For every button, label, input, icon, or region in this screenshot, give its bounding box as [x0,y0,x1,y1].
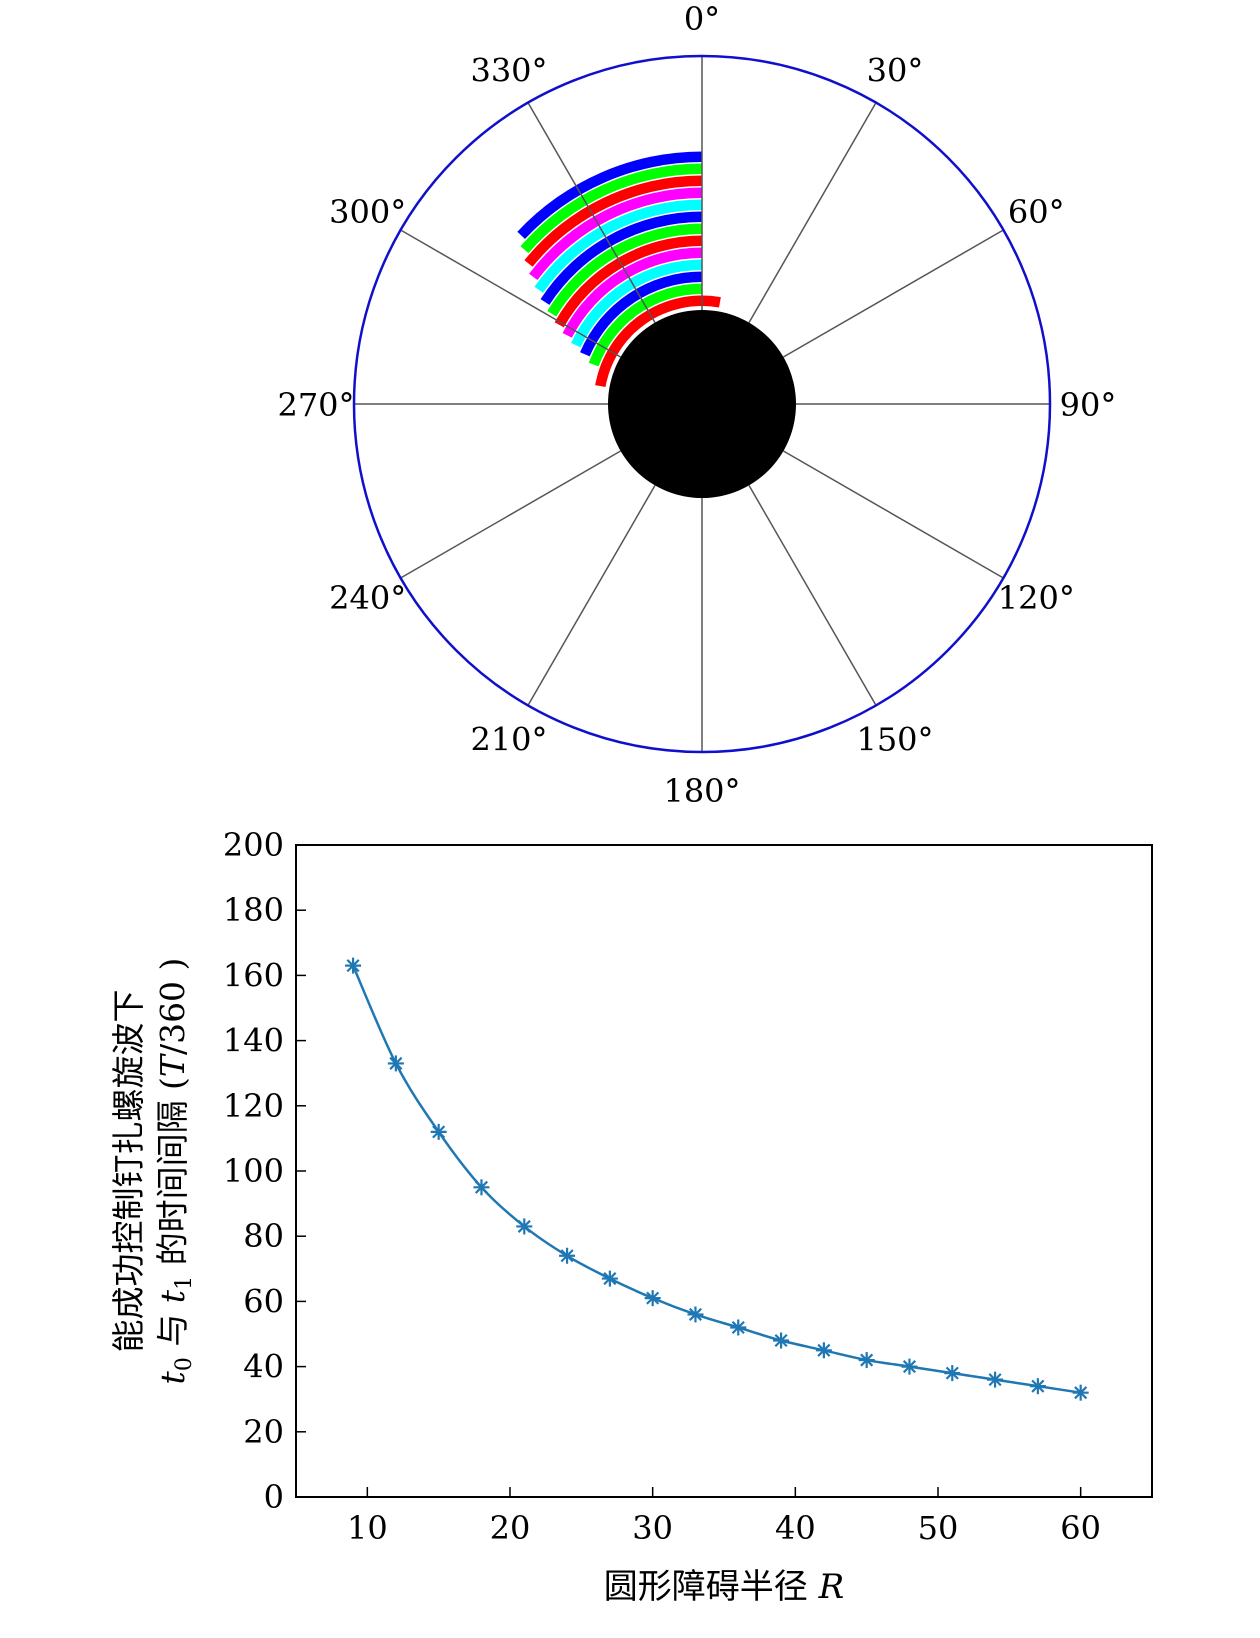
ylabel-unit: /360 ) [153,958,192,1055]
data-point [473,1179,490,1196]
polar-band [517,151,702,239]
y-tick-label: 0 [264,1478,284,1516]
x-axis-label-text: 圆形障碍半径 [604,1567,819,1607]
polar-angle-label: 240° [329,579,406,617]
data-point [345,957,362,974]
polar-spoke [400,450,621,579]
data-point [559,1247,576,1264]
x-axis-ticks: 10 20 30 40 50 60 [347,1487,1101,1547]
y-axis-ticks: 0 20 40 60 80 100 120 140 160 180 200 [223,826,306,1516]
y-tick-label: 60 [243,1282,284,1320]
polar-angle-label: 330° [470,52,547,90]
obstacle-disk [608,310,796,498]
polar-angle-label: 210° [470,720,547,758]
polar-angle-label: 150° [856,720,933,758]
y-tick-label: 140 [223,1022,284,1060]
data-point [730,1319,747,1336]
data-point [601,1270,618,1287]
y-tick-label: 200 [223,826,284,864]
polar-outer-circle [352,54,1052,754]
data-point [815,1342,832,1359]
series-line [351,965,1081,1394]
polar-angle-label: 120° [998,579,1075,617]
series-markers [345,957,1089,1401]
x-tick-label: 60 [1060,1509,1101,1547]
x-tick-label: 50 [918,1509,959,1547]
polar-spoke [783,450,1004,579]
y-tick-label: 40 [243,1348,284,1386]
y-tick-label: 180 [223,891,284,929]
polar-spoke [400,229,621,358]
polar-plot: 0° 30° 60° 90° 120° 150° 180° 210° 240° 270° 300° 3… [277,0,1116,810]
polar-band [520,163,702,254]
y-axis-label-line2: t0 与 t1 的时间间隔 (T/360 ) [153,958,197,1385]
polar-band [554,235,702,328]
data-point [858,1352,875,1369]
y-tick-label: 100 [223,1152,284,1190]
polar-angle-label: 270° [277,386,354,424]
t1-base: t [153,1289,192,1303]
polar-angle-label: 300° [329,193,406,231]
x-axis-label-var: R [818,1567,845,1607]
data-point [944,1365,961,1382]
polar-band [547,223,702,317]
polar-spokes [354,56,1050,752]
polar-spoke [527,485,656,706]
t0-base: t [153,1370,192,1384]
t0-sub: 0 [172,1357,197,1371]
polar-band [540,211,702,305]
polar-band [571,259,702,348]
data-point [430,1123,447,1140]
data-point [773,1332,790,1349]
polar-band [534,199,702,293]
data-point [987,1371,1004,1388]
y-tick-label: 160 [223,956,284,994]
polar-angle-labels: 0° 30° 60° 90° 120° 150° 180° 210° 240° 270° 300° 3… [277,0,1116,810]
y-axis-label-line1: 能成功控制钉扎螺旋波下 [109,990,148,1353]
polar-band [529,187,702,281]
data-point [1029,1378,1046,1395]
x-tick-label: 20 [490,1509,531,1547]
data-point [644,1290,661,1307]
t1-sub: 1 [172,1276,197,1290]
polar-angle-label: 90° [1060,386,1117,424]
polar-spoke [527,102,656,323]
x-axis-label: 圆形障碍半径 R [604,1567,844,1607]
polar-angle-label: 60° [1008,193,1065,231]
data-point [387,1055,404,1072]
x-tick-label: 40 [775,1509,816,1547]
ylabel-mid: 与 [153,1303,192,1357]
y-tick-label: 120 [223,1087,284,1125]
polar-band [524,175,702,267]
data-point [516,1218,533,1235]
y-axis-label: 能成功控制钉扎螺旋波下 t0 与 t1 的时间间隔 (T/360 ) [109,958,197,1385]
ylabel-tail: 的时间间隔 ( [153,1077,192,1276]
plot-frame [295,844,1153,1498]
polar-band [595,295,721,387]
polar-angle-label: 30° [867,52,924,90]
polar-spoke [783,229,1004,358]
y-tick-label: 20 [243,1413,284,1451]
polar-angle-label: 0° [684,0,720,38]
polar-spoke [748,102,877,323]
polar-band [580,271,702,357]
x-tick-label: 30 [632,1509,673,1547]
data-point [1072,1384,1089,1401]
polar-band [588,283,702,367]
data-point [901,1358,918,1375]
data-point [687,1306,704,1323]
ylabel-T: T [153,1052,192,1077]
polar-angle-label: 180° [663,772,740,810]
polar-band [562,247,702,338]
polar-bands [517,151,721,387]
polar-spoke [748,485,877,706]
x-tick-label: 10 [347,1509,388,1547]
y-tick-label: 80 [243,1217,284,1255]
